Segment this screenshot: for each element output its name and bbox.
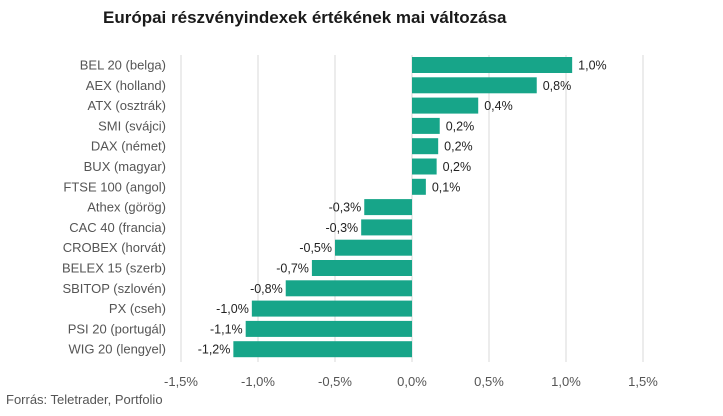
value-label: 0,1% bbox=[432, 180, 461, 194]
bar bbox=[412, 138, 439, 155]
value-label: 0,2% bbox=[444, 140, 473, 154]
bar bbox=[412, 97, 479, 114]
category-label: SMI (svájci) bbox=[98, 118, 166, 133]
bar bbox=[412, 178, 426, 195]
bar bbox=[364, 199, 412, 216]
bar bbox=[233, 341, 412, 358]
value-label: -1,2% bbox=[198, 343, 231, 357]
category-label: AEX (holland) bbox=[86, 78, 166, 93]
category-label: FTSE 100 (angol) bbox=[63, 179, 166, 194]
category-label: PSI 20 (portugál) bbox=[68, 321, 166, 336]
bar bbox=[285, 280, 412, 297]
value-label: -1,1% bbox=[210, 322, 243, 336]
bar bbox=[412, 117, 440, 134]
bar bbox=[412, 158, 437, 175]
category-label: SBITOP (szlovén) bbox=[62, 281, 166, 296]
bar bbox=[245, 320, 412, 337]
value-label: 0,4% bbox=[484, 99, 512, 113]
category-label: BEL 20 (belga) bbox=[80, 58, 166, 73]
bar bbox=[251, 300, 412, 317]
x-tick-label: -1,0% bbox=[241, 374, 275, 389]
x-tick-label: -0,5% bbox=[318, 374, 352, 389]
source-note: Forrás: Teletrader, Portfolio bbox=[6, 392, 163, 407]
category-label: CAC 40 (francia) bbox=[69, 220, 166, 235]
category-label: PX (cseh) bbox=[109, 301, 166, 316]
category-label: BUX (magyar) bbox=[84, 159, 166, 174]
value-label: -0,8% bbox=[250, 282, 283, 296]
bar bbox=[412, 57, 573, 73]
x-tick-label: 1,5% bbox=[628, 374, 658, 389]
category-label: ATX (osztrák) bbox=[88, 98, 167, 113]
value-label: -1,0% bbox=[216, 302, 249, 316]
value-label: 0,2% bbox=[443, 160, 472, 174]
bar bbox=[335, 239, 412, 256]
x-tick-label: 1,0% bbox=[551, 374, 581, 389]
bar bbox=[311, 260, 412, 276]
value-label: 0,2% bbox=[446, 119, 475, 133]
category-label: WIG 20 (lengyel) bbox=[68, 342, 166, 357]
value-label: 1,0% bbox=[578, 59, 607, 73]
chart-title: Európai részvényindexek értékének mai vá… bbox=[103, 8, 507, 27]
x-tick-label: -1,5% bbox=[164, 374, 198, 389]
value-label: -0,3% bbox=[326, 221, 359, 235]
value-label: -0,5% bbox=[299, 241, 332, 255]
value-label: -0,3% bbox=[329, 201, 362, 215]
x-tick-label: 0,5% bbox=[474, 374, 504, 389]
x-tick-label: 0,0% bbox=[397, 374, 427, 389]
value-label: 0,8% bbox=[543, 79, 572, 93]
category-label: BELEX 15 (szerb) bbox=[62, 261, 166, 276]
value-label: -0,7% bbox=[276, 262, 309, 276]
category-label: CROBEX (horvát) bbox=[63, 240, 166, 255]
bar bbox=[412, 77, 537, 94]
bar bbox=[361, 219, 412, 236]
category-label: DAX (német) bbox=[91, 139, 166, 154]
category-label: Athex (görög) bbox=[87, 200, 166, 215]
